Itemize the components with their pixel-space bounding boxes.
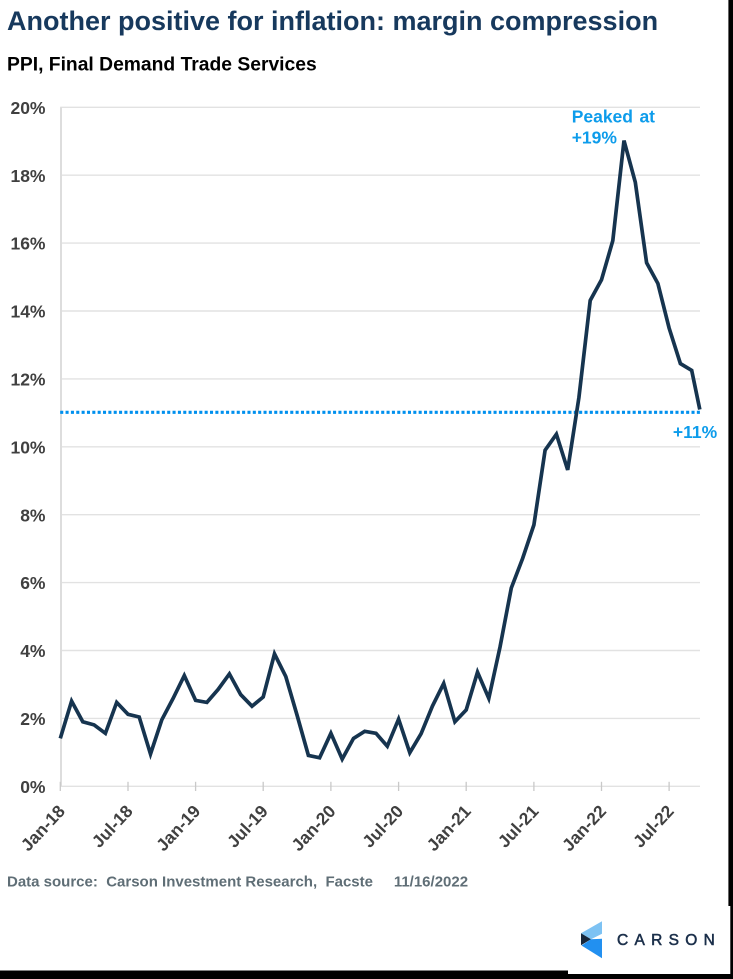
svg-text:Jan-19: Jan-19 (152, 801, 204, 855)
svg-text:6%: 6% (20, 573, 46, 593)
svg-text:Jan-20: Jan-20 (287, 801, 339, 855)
svg-text:0%: 0% (20, 777, 46, 797)
svg-text:4%: 4% (20, 641, 46, 661)
svg-text:Jul-22: Jul-22 (629, 801, 678, 851)
svg-text:14%: 14% (10, 302, 45, 322)
svg-text:Peaked at: Peaked at (572, 107, 655, 127)
svg-text:16%: 16% (10, 234, 45, 254)
svg-text:20%: 20% (10, 98, 45, 118)
svg-text:Jul-18: Jul-18 (88, 801, 137, 852)
svg-text:Another positive for inflation: Another positive for inflation: margin c… (7, 6, 658, 36)
svg-text:CARSON: CARSON (617, 932, 721, 949)
svg-text:8%: 8% (20, 505, 46, 525)
svg-text:18%: 18% (10, 166, 45, 186)
svg-text:Jul-21: Jul-21 (494, 801, 543, 852)
svg-text:2%: 2% (20, 709, 46, 729)
svg-text:Data source: Carson Investmen: Data source: Carson Investment Research,… (7, 874, 468, 891)
svg-text:Jul-19: Jul-19 (223, 801, 272, 852)
svg-text:PPI, Final Demand Trade Servic: PPI, Final Demand Trade Services (7, 55, 317, 76)
svg-text:Jan-22: Jan-22 (558, 801, 610, 855)
svg-text:+19%: +19% (572, 127, 618, 147)
svg-text:Jul-20: Jul-20 (358, 801, 407, 851)
svg-text:+11%: +11% (673, 422, 718, 442)
svg-text:12%: 12% (10, 370, 45, 390)
svg-text:Jan-21: Jan-21 (423, 801, 475, 855)
svg-text:10%: 10% (10, 437, 45, 457)
svg-text:Jan-18: Jan-18 (17, 801, 69, 855)
